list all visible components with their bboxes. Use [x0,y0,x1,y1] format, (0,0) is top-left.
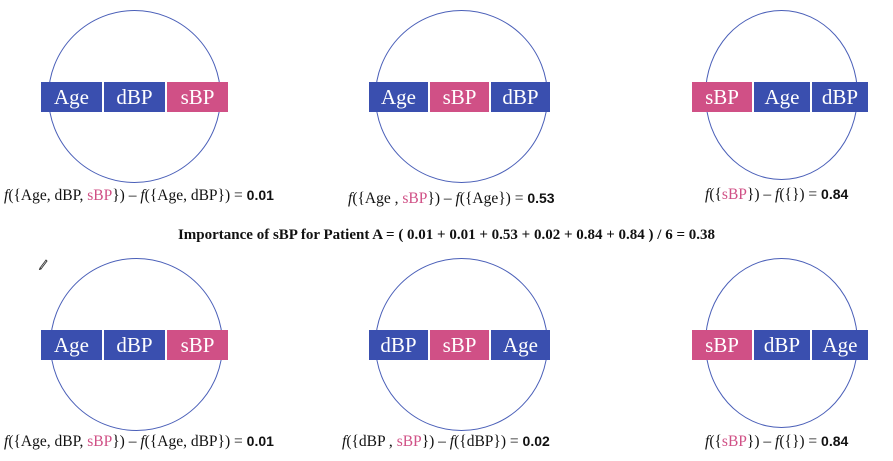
feature-box: sBP [430,82,489,112]
feature-order-bar: Age sBP dBP [369,82,550,112]
feature-box: sBP [692,82,752,112]
formula-right-set: ({}) [779,186,805,203]
marginal-contribution-formula: f({Age , sBP}) – f({Age}) = 0.53 [348,190,555,208]
formula-left-after: }) – [427,190,456,207]
formula-target-feature: sBP [721,186,747,203]
feature-box: dBP [104,330,165,360]
function-symbol: f [775,186,780,203]
formula-equals: = [230,187,247,204]
feature-box: sBP [430,330,489,360]
formula-right-set: ({Age, dBP}) [144,187,231,204]
importance-summary: Importance of sBP for Patient A = ( 0.01… [0,227,893,244]
feature-box: dBP [812,82,868,112]
function-symbol: f [705,186,710,203]
formula-left-before: ({Age, dBP, [8,187,88,204]
formula-target-feature: sBP [396,433,422,450]
function-symbol: f [455,190,460,207]
formula-left-after: }) – [746,433,776,450]
formula-target-feature: sBP [87,433,113,450]
formula-left-after: }) – [112,187,141,204]
formula-left-before: ({ [709,433,722,450]
formula-right-set: ({dBP}) [454,433,507,450]
formula-value: 0.53 [527,190,555,206]
feature-box: sBP [692,330,752,360]
feature-order-bar: Age dBP sBP [41,330,228,360]
pencil-cursor-icon [38,259,48,270]
formula-left-before: ({Age , [352,190,403,207]
formula-value: 0.84 [821,186,849,202]
formula-value: 0.01 [246,187,274,203]
formula-equals: = [510,190,528,207]
formula-left-before: ({ [709,186,722,203]
feature-box: dBP [104,82,165,112]
function-symbol: f [4,433,9,450]
function-symbol: f [140,187,145,204]
formula-value: 0.01 [246,433,274,449]
feature-box: dBP [369,330,428,360]
function-symbol: f [140,433,145,450]
function-symbol: f [705,433,710,450]
feature-box: sBP [167,82,228,112]
function-symbol: f [4,187,9,204]
marginal-contribution-formula: f({Age, dBP, sBP}) – f({Age, dBP}) = 0.0… [4,433,274,451]
function-symbol: f [775,433,780,450]
formula-target-feature: sBP [721,433,747,450]
feature-box: sBP [167,330,228,360]
feature-order-bar: dBP sBP Age [369,330,550,360]
feature-box: Age [41,82,102,112]
marginal-contribution-formula: f({sBP}) – f({}) = 0.84 [705,433,848,451]
feature-order-bar: Age dBP sBP [41,82,228,112]
feature-order-bar: sBP Age dBP [692,82,868,112]
formula-equals: = [804,186,822,203]
formula-left-after: }) – [112,433,141,450]
feature-box: Age [369,82,428,112]
formula-right-set: ({}) [779,433,805,450]
marginal-contribution-formula: f({Age, dBP, sBP}) – f({Age, dBP}) = 0.0… [4,187,274,205]
feature-box: dBP [491,82,550,112]
function-symbol: f [348,190,353,207]
formula-target-feature: sBP [402,190,428,207]
function-symbol: f [449,433,455,450]
summary-expression: ( 0.01 + 0.01 + 0.53 + 0.02 + 0.84 + 0.8… [398,227,716,243]
formula-right-set: ({Age, dBP}) [144,433,231,450]
feature-box: Age [754,82,810,112]
formula-equals: = [506,433,523,450]
marginal-contribution-formula: f({dBP , sBP}) – f({dBP}) = 0.02 [342,433,550,451]
formula-left-before: ({dBP , [346,433,397,450]
formula-equals: = [804,433,822,450]
formula-right-set: ({Age}) [459,190,511,207]
formula-left-before: ({Age, dBP, [8,433,88,450]
feature-box: Age [41,330,102,360]
formula-target-feature: sBP [87,187,113,204]
formula-equals: = [230,433,247,450]
formula-left-after: }) – [746,186,776,203]
formula-value: 0.84 [821,433,849,449]
marginal-contribution-formula: f({sBP}) – f({}) = 0.84 [705,186,848,204]
feature-box: dBP [754,330,810,360]
feature-box: Age [812,330,868,360]
function-symbol: f [342,433,347,450]
feature-order-bar: sBP dBP Age [692,330,868,360]
formula-value: 0.02 [522,433,550,449]
feature-box: Age [491,330,550,360]
formula-left-after: }) – [421,433,450,450]
summary-prefix: Importance of sBP for Patient A = [177,227,399,243]
